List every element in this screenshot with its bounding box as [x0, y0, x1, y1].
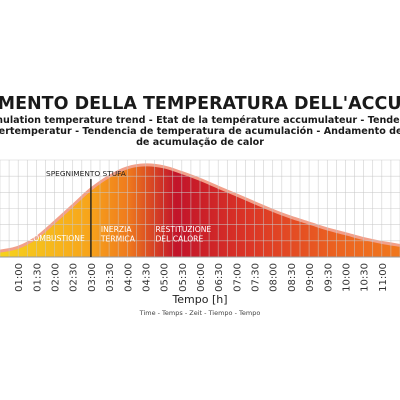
x-tick-label: 08:30	[287, 263, 298, 292]
x-tick-label: 06:30	[214, 263, 225, 292]
phase-label: COMBUSTIONE	[28, 234, 85, 243]
x-tick-label: 10:00	[342, 263, 353, 292]
x-tick-label: 02:00	[51, 263, 62, 292]
x-tick-label: 04:30	[142, 263, 153, 292]
x-axis-sublabel: Time - Temps - Zeit - Tiempo - Tempo	[139, 309, 261, 317]
x-tick-label: 07:30	[251, 263, 262, 292]
phase-label: RESTITUZIONE DEL CALORE	[155, 225, 211, 244]
chart-subtitle-line-2: Wärmespeichertemperatur - Tendencia de t…	[0, 125, 400, 137]
x-tick-label: 08:00	[269, 263, 280, 292]
chart-subtitle-line-1: Accumulation temperature trend - Etat de…	[0, 114, 400, 126]
phase-label-line: INERZIA	[101, 225, 132, 234]
x-tick-label: 02:30	[69, 263, 80, 292]
chart-subtitle-line-3: de acumulação de calor	[136, 137, 264, 148]
grid-layer	[0, 159, 400, 258]
chart-title: ANDAMENTO DELLA TEMPERATURA DELL'ACCUMUL…	[0, 94, 400, 114]
phase-label-line: TERMICA	[100, 235, 136, 244]
x-tick-label: 04:00	[123, 263, 134, 292]
x-tick-label: 09:00	[305, 263, 316, 292]
x-tick-labels: 01:00 01:30 02:00 02:30 03:00 03:30 04:00 04:30…	[14, 263, 389, 292]
x-axis-label: Tempo [h]	[171, 293, 227, 306]
x-tick-label: 05:00	[160, 263, 171, 292]
x-tick-label: 05:30	[178, 263, 189, 292]
plot-area: COMBUSTIONE INERZIA TERMICA RESTITUZIONE DEL…	[0, 159, 400, 292]
phase-label-line: COMBUSTIONE	[28, 234, 85, 243]
phase-label-line: DEL CALORE	[155, 235, 203, 244]
x-tick-label: 10:30	[360, 263, 371, 292]
x-tick-label: 01:00	[14, 263, 25, 292]
stove-shutdown-label: SPEGNIMENTO STUFA	[46, 169, 126, 178]
x-tick-label: 01:30	[32, 263, 43, 292]
x-tick-label: 03:00	[87, 263, 98, 292]
phase-label: INERZIA TERMICA	[100, 225, 136, 244]
phase-label-line: RESTITUZIONE	[155, 225, 211, 234]
x-tick-label: 06:00	[196, 263, 207, 292]
x-tick-label: 03:30	[105, 263, 116, 292]
x-tick-label: 11:00	[378, 263, 389, 292]
x-tick-label: 07:00	[232, 263, 243, 292]
overlay-layer: COMBUSTIONE INERZIA TERMICA RESTITUZIONE DEL…	[28, 169, 211, 257]
x-tick-label: 09:30	[323, 263, 334, 292]
